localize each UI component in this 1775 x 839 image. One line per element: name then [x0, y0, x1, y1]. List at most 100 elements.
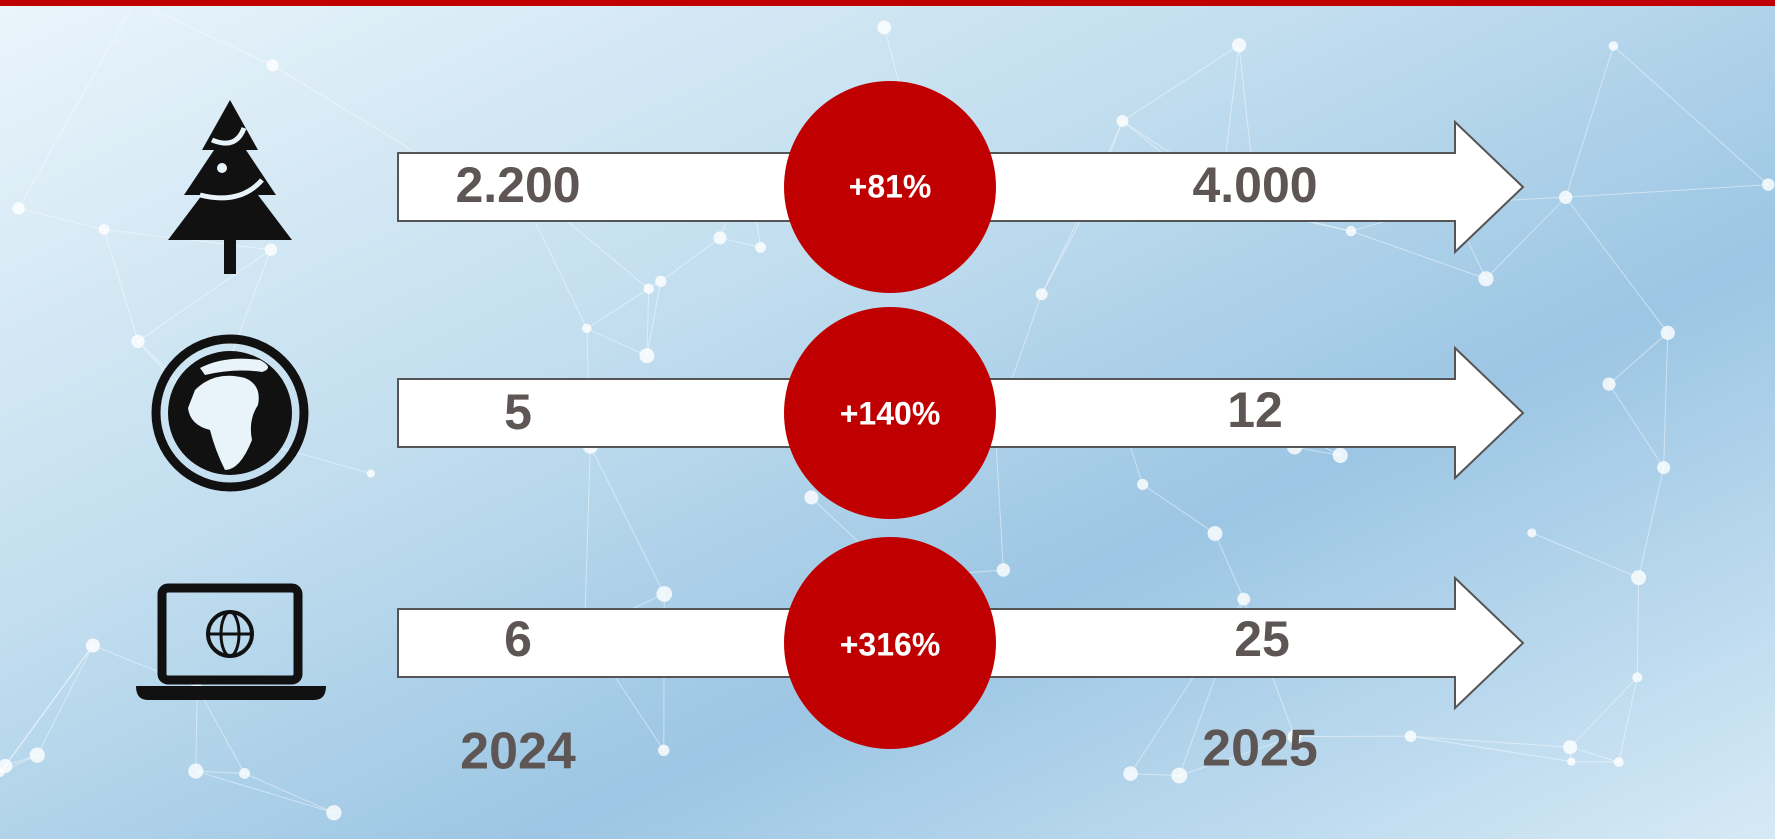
- network-line: [660, 237, 721, 282]
- network-line: [1410, 735, 1572, 763]
- network-node: [643, 283, 654, 294]
- change-label: +140%: [840, 395, 941, 431]
- year-label: 2024: [460, 723, 576, 781]
- network-line: [1294, 446, 1341, 456]
- change-badge: [784, 307, 996, 519]
- network-node: [264, 243, 278, 256]
- network-node: [1123, 766, 1138, 781]
- network-line: [646, 288, 650, 356]
- network-line: [1636, 577, 1640, 678]
- change-label: +81%: [849, 168, 932, 204]
- network-node: [1631, 570, 1647, 586]
- network-line: [1122, 44, 1240, 122]
- network-node: [0, 758, 13, 774]
- to-value: 4.000: [1192, 157, 1317, 213]
- network-node: [1116, 115, 1129, 128]
- tree-icon: [168, 100, 292, 274]
- network-node: [1632, 672, 1643, 683]
- network-line: [584, 446, 591, 631]
- network-line: [1569, 677, 1638, 748]
- network-node: [1231, 38, 1247, 53]
- network-line: [1638, 467, 1665, 578]
- network-line: [586, 288, 649, 329]
- network-line: [586, 327, 648, 357]
- network-line: [1350, 230, 1487, 280]
- network-node: [1762, 178, 1775, 191]
- network-node: [1563, 740, 1578, 755]
- network-line: [1142, 484, 1216, 534]
- network-node: [713, 231, 727, 245]
- laptop-icon: [136, 583, 326, 700]
- network-line: [1179, 736, 1295, 777]
- network-line: [196, 687, 246, 774]
- network-node: [1237, 592, 1251, 606]
- network-node: [1137, 478, 1149, 491]
- network-line: [719, 237, 761, 248]
- network-node: [877, 20, 892, 35]
- from-value: 2.200: [455, 157, 580, 213]
- network-line: [134, 0, 273, 66]
- network-line: [646, 281, 662, 356]
- network-node: [1287, 729, 1302, 744]
- network-line: [195, 687, 198, 772]
- network-node: [1345, 225, 1357, 237]
- network-node: [131, 334, 145, 348]
- network-line: [18, 1, 136, 209]
- network-line: [1608, 383, 1665, 468]
- network-line: [589, 445, 665, 595]
- network-line: [0, 645, 94, 773]
- network-node: [1332, 447, 1348, 463]
- network-line: [1565, 184, 1769, 198]
- network-node: [1478, 271, 1494, 287]
- to-value: 12: [1227, 382, 1283, 438]
- change-badge: [784, 537, 996, 749]
- network-line: [1410, 735, 1571, 748]
- top-bar: [0, 0, 1775, 6]
- globe-icon: [151, 334, 309, 492]
- network-line: [195, 770, 335, 814]
- network-line: [137, 249, 272, 342]
- network-line: [195, 770, 245, 774]
- network-node: [1602, 377, 1616, 391]
- from-value: 5: [504, 384, 532, 440]
- network-line: [4, 645, 94, 767]
- network-node: [658, 744, 670, 757]
- network-node: [639, 348, 655, 364]
- network-node: [85, 638, 100, 653]
- network-line: [1613, 45, 1769, 185]
- network-node: [1404, 730, 1417, 743]
- network-node: [804, 490, 819, 505]
- network-line: [1531, 532, 1639, 579]
- network-line: [1663, 332, 1669, 468]
- change-badge: [784, 81, 996, 293]
- network-line: [994, 426, 1004, 571]
- network-node: [1559, 190, 1573, 204]
- network-line: [36, 645, 94, 756]
- network-node: [996, 563, 1011, 577]
- network-node: [98, 224, 110, 235]
- network-node: [656, 586, 673, 602]
- network-node: [1035, 288, 1048, 301]
- network-node: [1660, 325, 1675, 340]
- to-value: 25: [1234, 611, 1290, 667]
- network-node: [326, 805, 342, 821]
- network-node: [366, 469, 375, 478]
- network-line: [103, 229, 139, 342]
- network-node: [582, 323, 592, 334]
- network-line: [1569, 746, 1619, 763]
- network-node: [1657, 461, 1671, 475]
- network-node: [1567, 757, 1576, 766]
- from-value: 6: [504, 611, 532, 667]
- network-node: [1608, 41, 1619, 51]
- year-label: 2025: [1202, 720, 1318, 778]
- network-node: [1171, 767, 1188, 784]
- network-node: [755, 241, 766, 253]
- network-node: [188, 763, 204, 779]
- network-node: [1207, 526, 1223, 541]
- network-node: [266, 59, 279, 72]
- network-line: [1565, 45, 1614, 198]
- network-node: [655, 275, 667, 288]
- network-node: [29, 747, 45, 763]
